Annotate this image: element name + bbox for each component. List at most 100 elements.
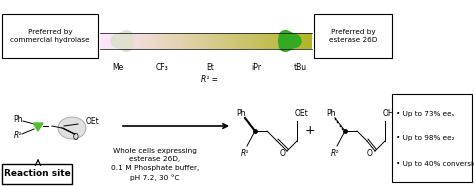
Text: • Up to 40% conversion: • Up to 40% conversion [396, 161, 474, 167]
Bar [208, 33, 211, 49]
Bar [157, 33, 160, 49]
Bar [185, 33, 187, 49]
Bar [263, 33, 266, 49]
Bar [172, 33, 175, 49]
Bar [283, 33, 285, 49]
Bar [265, 33, 268, 49]
Bar [236, 33, 238, 49]
Text: pH 7.2, 30 °C: pH 7.2, 30 °C [130, 174, 180, 181]
Bar [284, 33, 287, 49]
Bar [200, 33, 202, 49]
Bar [151, 33, 154, 49]
Text: R¹ =: R¹ = [201, 76, 219, 84]
Bar [100, 33, 102, 49]
Bar [219, 33, 221, 49]
Text: CF₃: CF₃ [155, 63, 168, 73]
Bar [295, 33, 298, 49]
Bar [174, 33, 177, 49]
Bar [198, 33, 200, 49]
Bar [191, 33, 194, 49]
Bar [121, 33, 124, 49]
Bar [189, 33, 191, 49]
Text: Reaction site: Reaction site [4, 169, 70, 179]
Text: • Up to 98% ee₂: • Up to 98% ee₂ [396, 135, 455, 141]
Bar [278, 33, 281, 49]
FancyBboxPatch shape [2, 164, 72, 184]
Bar [242, 33, 245, 49]
Text: Ph: Ph [13, 115, 23, 124]
Bar [289, 33, 292, 49]
Text: O: O [367, 150, 373, 158]
Bar [274, 33, 276, 49]
Bar [287, 33, 289, 49]
FancyBboxPatch shape [314, 14, 392, 58]
Bar [136, 33, 139, 49]
Text: +: + [305, 124, 315, 137]
Text: O: O [280, 150, 286, 158]
Bar [159, 33, 162, 49]
Text: O: O [73, 132, 79, 142]
Bar [301, 33, 304, 49]
Bar [119, 33, 122, 49]
Bar [206, 33, 209, 49]
Bar [221, 33, 223, 49]
Text: R¹: R¹ [14, 132, 22, 140]
Bar [267, 33, 270, 49]
Bar [117, 33, 119, 49]
Bar [106, 33, 109, 49]
Bar [164, 33, 166, 49]
Bar [178, 33, 181, 49]
Bar [231, 33, 234, 49]
Text: tBu: tBu [293, 63, 307, 73]
Bar [146, 33, 149, 49]
Bar [126, 33, 128, 49]
Bar [303, 33, 306, 49]
Bar [229, 33, 232, 49]
Bar [255, 33, 257, 49]
Bar [270, 33, 272, 49]
Bar [132, 33, 135, 49]
Bar [102, 33, 105, 49]
Bar [244, 33, 247, 49]
Bar [210, 33, 213, 49]
Bar [248, 33, 251, 49]
Bar [166, 33, 168, 49]
Bar [176, 33, 179, 49]
Bar [257, 33, 259, 49]
Bar [297, 33, 300, 49]
Bar [140, 33, 143, 49]
Bar [234, 33, 236, 49]
Bar [115, 33, 118, 49]
Bar [276, 33, 279, 49]
Bar [204, 33, 207, 49]
Bar [272, 33, 274, 49]
Bar [223, 33, 226, 49]
Bar [170, 33, 173, 49]
Bar [202, 33, 204, 49]
Text: R¹: R¹ [241, 150, 249, 158]
Bar [214, 33, 217, 49]
Bar [134, 33, 137, 49]
Bar [104, 33, 107, 49]
Bar [238, 33, 240, 49]
Text: Et: Et [206, 63, 214, 73]
Bar [293, 33, 296, 49]
Bar [182, 33, 185, 49]
Bar [162, 33, 164, 49]
Bar [153, 33, 155, 49]
Bar [187, 33, 190, 49]
Bar [113, 33, 115, 49]
FancyBboxPatch shape [2, 14, 98, 58]
Bar [299, 33, 302, 49]
Bar [217, 33, 219, 49]
Bar [227, 33, 230, 49]
Bar [225, 33, 228, 49]
Text: Preferred by
commercial hydrolase: Preferred by commercial hydrolase [10, 29, 90, 43]
Bar [142, 33, 145, 49]
Bar [130, 33, 132, 49]
Bar [291, 33, 293, 49]
Bar [110, 33, 113, 49]
Bar [145, 33, 147, 49]
Text: Preferred by
esterase 26D: Preferred by esterase 26D [329, 29, 377, 43]
Bar [240, 33, 243, 49]
